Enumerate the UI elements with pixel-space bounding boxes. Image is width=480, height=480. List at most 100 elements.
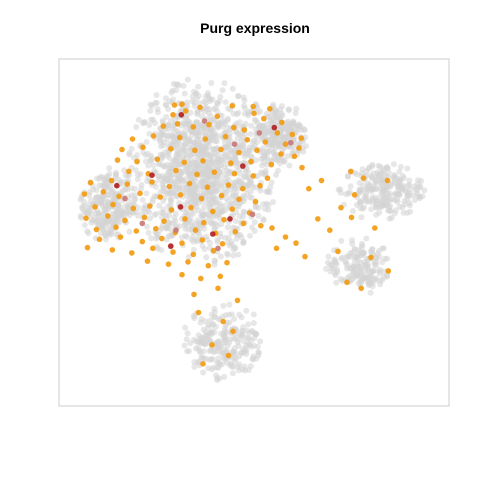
background-point [396,203,403,210]
expressed-point [344,279,350,286]
background-point [419,193,426,200]
background-point [287,144,294,151]
background-point [196,182,203,189]
background-point [220,355,227,362]
background-point [144,178,151,185]
mid-expression-point [201,118,208,124]
background-point [285,106,292,113]
expressed-point [199,237,206,243]
background-point [401,198,408,205]
high-expression-point [178,112,185,118]
expressed-point [161,218,167,224]
background-point [391,197,398,204]
expressed-point [119,146,125,153]
background-point [251,219,258,226]
background-point [162,163,169,170]
background-point [387,196,393,203]
background-point [236,141,243,148]
expressed-point [182,216,188,222]
background-point [200,369,207,376]
background-point [213,323,219,330]
background-point [207,239,213,246]
expressed-point [177,134,183,141]
background-point [81,209,88,215]
background-point [240,102,247,109]
background-point [156,161,162,168]
background-point [363,197,370,204]
background-point [396,168,403,175]
background-point [206,348,213,354]
background-point [195,83,202,90]
background-point [195,339,202,346]
background-point [193,345,199,352]
background-point [211,348,218,354]
background-point [217,253,224,260]
background-point [264,188,271,195]
background-point [147,107,154,114]
background-point [219,87,226,94]
expressed-point [218,146,224,153]
background-point [159,130,166,137]
background-point [92,215,99,222]
background-point [218,183,224,190]
expressed-point [194,171,200,178]
background-point [181,133,188,140]
expressed-point [264,175,271,181]
background-point [374,250,381,257]
background-point [126,198,133,205]
background-point [231,182,238,189]
background-point [266,148,272,155]
background-point [130,209,137,216]
mid-expression-point [231,141,238,147]
expressed-point [186,180,193,187]
expressed-point [385,268,392,274]
background-point [100,226,106,233]
background-point [331,259,337,266]
background-point [351,246,358,253]
expressed-point [190,251,197,258]
background-point [222,234,228,241]
expressed-point [225,182,232,188]
expressed-point [221,216,227,223]
background-point [231,316,237,323]
background-point [248,194,255,201]
background-point [211,314,218,320]
chart-title: Purg expression [200,20,310,36]
background-point [94,175,101,182]
background-point [103,236,109,243]
expressed-point [188,204,194,211]
background-point [272,156,279,163]
background-point [211,258,218,265]
background-point [229,85,236,92]
background-point [218,349,225,356]
background-point [355,263,361,270]
expressed-point [291,153,298,160]
background-point [230,363,237,370]
background-point [188,199,195,206]
background-point [384,164,391,171]
background-point [387,181,394,188]
background-point [147,152,154,159]
background-point [86,192,93,199]
background-point [242,131,249,138]
background-point [214,206,221,213]
background-point [342,259,349,266]
background-point [116,176,122,183]
background-point [164,136,170,143]
background-point [380,245,387,252]
expressed-point [204,184,211,190]
expressed-point [351,192,358,198]
background-point [211,329,218,336]
high-expression-point [227,216,233,222]
expressed-point [209,342,215,348]
background-point [180,145,187,152]
expressed-point [192,147,198,154]
expressed-point [234,297,241,304]
background-point [187,187,194,194]
background-point [343,191,349,198]
background-point [218,112,225,119]
background-point [131,196,138,203]
background-point [377,277,384,284]
expressed-point [147,203,153,209]
background-point [349,275,356,282]
